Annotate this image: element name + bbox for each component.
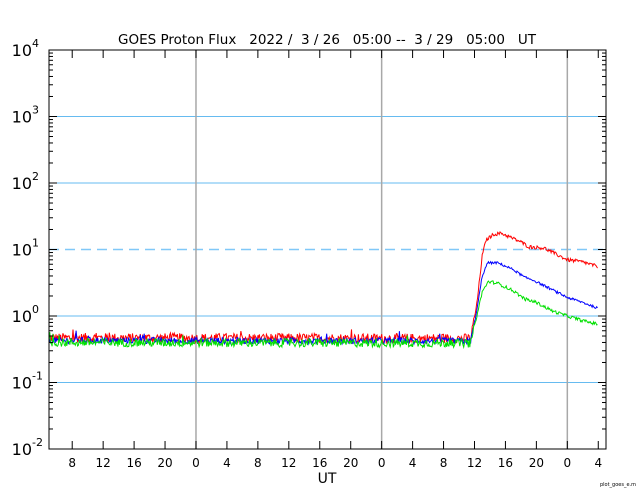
y-tick-label-base: 10	[12, 41, 32, 60]
axis-ticks	[49, 50, 606, 450]
x-tick-label: 12	[96, 456, 111, 470]
series-line-0	[48, 231, 598, 345]
x-tick-label: 4	[594, 456, 602, 470]
x-tick-label: 16	[498, 456, 513, 470]
x-tick-label: 16	[312, 456, 327, 470]
series-line-2	[48, 280, 598, 350]
x-tick-label: 8	[68, 456, 76, 470]
x-tick-label: 4	[409, 456, 417, 470]
x-axis-label: UT	[318, 471, 337, 487]
footer-label: plot_goes_e.m	[600, 482, 636, 488]
chart-title: GOES Proton Flux 2022 / 3 / 26 05:00 -- …	[118, 32, 537, 48]
y-tick-label-base: 10	[12, 440, 32, 459]
y-tick-label-exponent: 4	[32, 37, 39, 50]
y-tick-label-base: 10	[12, 108, 32, 127]
y-tick-label-base: 10	[12, 307, 32, 326]
y-tick-label-base: 10	[12, 241, 32, 260]
x-tick-label: 12	[281, 456, 296, 470]
x-tick-label: 4	[223, 456, 231, 470]
x-tick-label: 20	[529, 456, 544, 470]
x-tick-label: 0	[563, 456, 571, 470]
series-group	[48, 231, 598, 350]
x-tick-label: 20	[157, 456, 172, 470]
grid	[49, 50, 606, 449]
y-tick-label-base: 10	[12, 174, 32, 193]
x-tick-labels: 8 12 16 20 0 4 8 12 16 20 0 4 8 12 16 20 0 4	[68, 456, 602, 470]
y-tick-label-exponent: 0	[32, 303, 39, 316]
series-line-1	[48, 260, 598, 346]
x-tick-label: 8	[440, 456, 448, 470]
x-tick-label: 12	[467, 456, 482, 470]
x-tick-label: 0	[378, 456, 386, 470]
y-tick-label-exponent: -1	[32, 370, 43, 383]
y-tick-label-base: 10	[12, 374, 32, 393]
x-tick-label: 20	[343, 456, 358, 470]
x-tick-label: 0	[192, 456, 200, 470]
x-tick-label: 16	[126, 456, 141, 470]
y-tick-label-exponent: 2	[32, 170, 39, 183]
y-tick-label-exponent: -2	[32, 436, 43, 449]
y-tick-label-exponent: 1	[32, 237, 39, 250]
y-tick-label-exponent: 3	[32, 104, 39, 117]
x-tick-label: 8	[254, 456, 262, 470]
